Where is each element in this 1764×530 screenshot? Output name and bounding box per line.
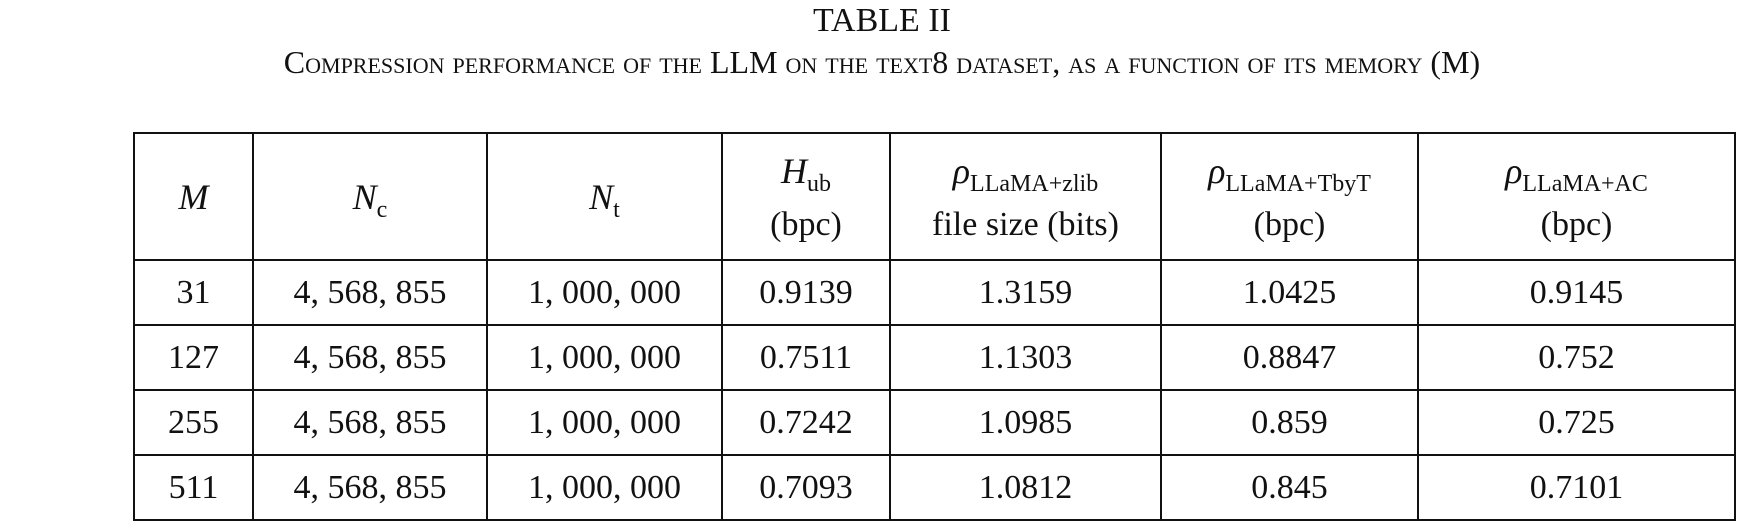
table-row: 255 4, 568, 855 1, 000, 000 0.7242 1.0985 0.8… xyxy=(133,389,1736,456)
table: M Nc Nt Hub (bpc) ρLLaMA+zlib file size (bits)… xyxy=(133,132,1736,521)
header-symbol-line: ρLLaMA+zlib xyxy=(952,150,1098,197)
header-symbol-line: Nc xyxy=(352,176,388,223)
table-cell: 0.752 xyxy=(1417,324,1736,391)
header-cell: M xyxy=(133,132,254,261)
header-unit: (bpc) xyxy=(770,205,842,243)
table-cell: 1, 000, 000 xyxy=(486,389,723,456)
header-symbol-line: ρLLaMA+TbyT xyxy=(1208,150,1371,197)
header-subscript: c xyxy=(376,196,388,223)
header-symbol: N xyxy=(589,176,614,217)
table-cell: 1.0812 xyxy=(889,454,1162,521)
header-unit: file size (bits) xyxy=(932,205,1119,243)
table-cell: 1.3159 xyxy=(889,259,1162,326)
header-cell: ρLLaMA+TbyT (bpc) xyxy=(1160,132,1419,261)
table-cell: 0.859 xyxy=(1160,389,1419,456)
header-cell: ρLLaMA+AC (bpc) xyxy=(1417,132,1736,261)
table-cell: 1, 000, 000 xyxy=(486,259,723,326)
header-subscript: ub xyxy=(807,170,831,197)
header-subscript: t xyxy=(613,196,620,223)
table-cell: 4, 568, 855 xyxy=(252,454,488,521)
table-cell: 4, 568, 855 xyxy=(252,324,488,391)
table-label: TABLE II xyxy=(813,2,951,39)
table-cell: 0.9139 xyxy=(721,259,891,326)
header-subscript: LLaMA+zlib xyxy=(970,170,1099,197)
table-cell: 31 xyxy=(133,259,254,326)
table-cell: 0.7242 xyxy=(721,389,891,456)
table-cell: 511 xyxy=(133,454,254,521)
header-unit: (bpc) xyxy=(1540,205,1613,243)
header-symbol: N xyxy=(352,176,377,217)
header-symbol-line: Nt xyxy=(589,176,620,223)
table-caption: Compression performance of the LLM on th… xyxy=(283,44,1481,80)
header-row: M Nc Nt Hub (bpc) ρLLaMA+zlib file size (bits)… xyxy=(133,132,1736,261)
header-symbol-line: ρLLaMA+AC xyxy=(1505,150,1648,197)
table-cell: 0.7093 xyxy=(721,454,891,521)
table-cell: 1.1303 xyxy=(889,324,1162,391)
table-row: 31 4, 568, 855 1, 000, 000 0.9139 1.3159 1.04… xyxy=(133,259,1736,326)
table-cell: 0.725 xyxy=(1417,389,1736,456)
table-cell: 0.7511 xyxy=(721,324,891,391)
table-cell: 0.9145 xyxy=(1417,259,1736,326)
header-symbol: ρ xyxy=(1505,150,1523,191)
table-row: 127 4, 568, 855 1, 000, 000 0.7511 1.1303 0.8… xyxy=(133,324,1736,391)
table-cell: 255 xyxy=(133,389,254,456)
table-cell: 1, 000, 000 xyxy=(486,454,723,521)
table-row: 511 4, 568, 855 1, 000, 000 0.7093 1.0812 0.8… xyxy=(133,454,1736,521)
table-cell: 4, 568, 855 xyxy=(252,389,488,456)
table-cell: 1.0985 xyxy=(889,389,1162,456)
header-symbol: ρ xyxy=(1208,150,1226,191)
header-symbol-line: Hub xyxy=(781,150,831,197)
header-symbol: ρ xyxy=(952,150,971,191)
header-unit: (bpc) xyxy=(1253,205,1326,243)
header-symbol: M xyxy=(178,176,209,217)
header-symbol: H xyxy=(781,150,807,191)
table-body: 31 4, 568, 855 1, 000, 000 0.9139 1.3159 1.04… xyxy=(133,259,1736,521)
header-cell: Nc xyxy=(252,132,488,261)
table-cell: 4, 568, 855 xyxy=(252,259,488,326)
header-subscript: LLaMA+AC xyxy=(1522,170,1648,197)
header-cell: ρLLaMA+zlib file size (bits) xyxy=(889,132,1162,261)
header-cell: Nt xyxy=(486,132,723,261)
table-cell: 0.7101 xyxy=(1417,454,1736,521)
table-cell: 0.845 xyxy=(1160,454,1419,521)
table-cell: 1, 000, 000 xyxy=(486,324,723,391)
table-head: M Nc Nt Hub (bpc) ρLLaMA+zlib file size (bits)… xyxy=(133,132,1736,261)
header-cell: Hub (bpc) xyxy=(721,132,891,261)
header-subscript: LLaMA+TbyT xyxy=(1225,170,1371,197)
header-symbol-line: M xyxy=(178,176,209,217)
table-cell: 0.8847 xyxy=(1160,324,1419,391)
table-cell: 1.0425 xyxy=(1160,259,1419,326)
table-cell: 127 xyxy=(133,324,254,391)
